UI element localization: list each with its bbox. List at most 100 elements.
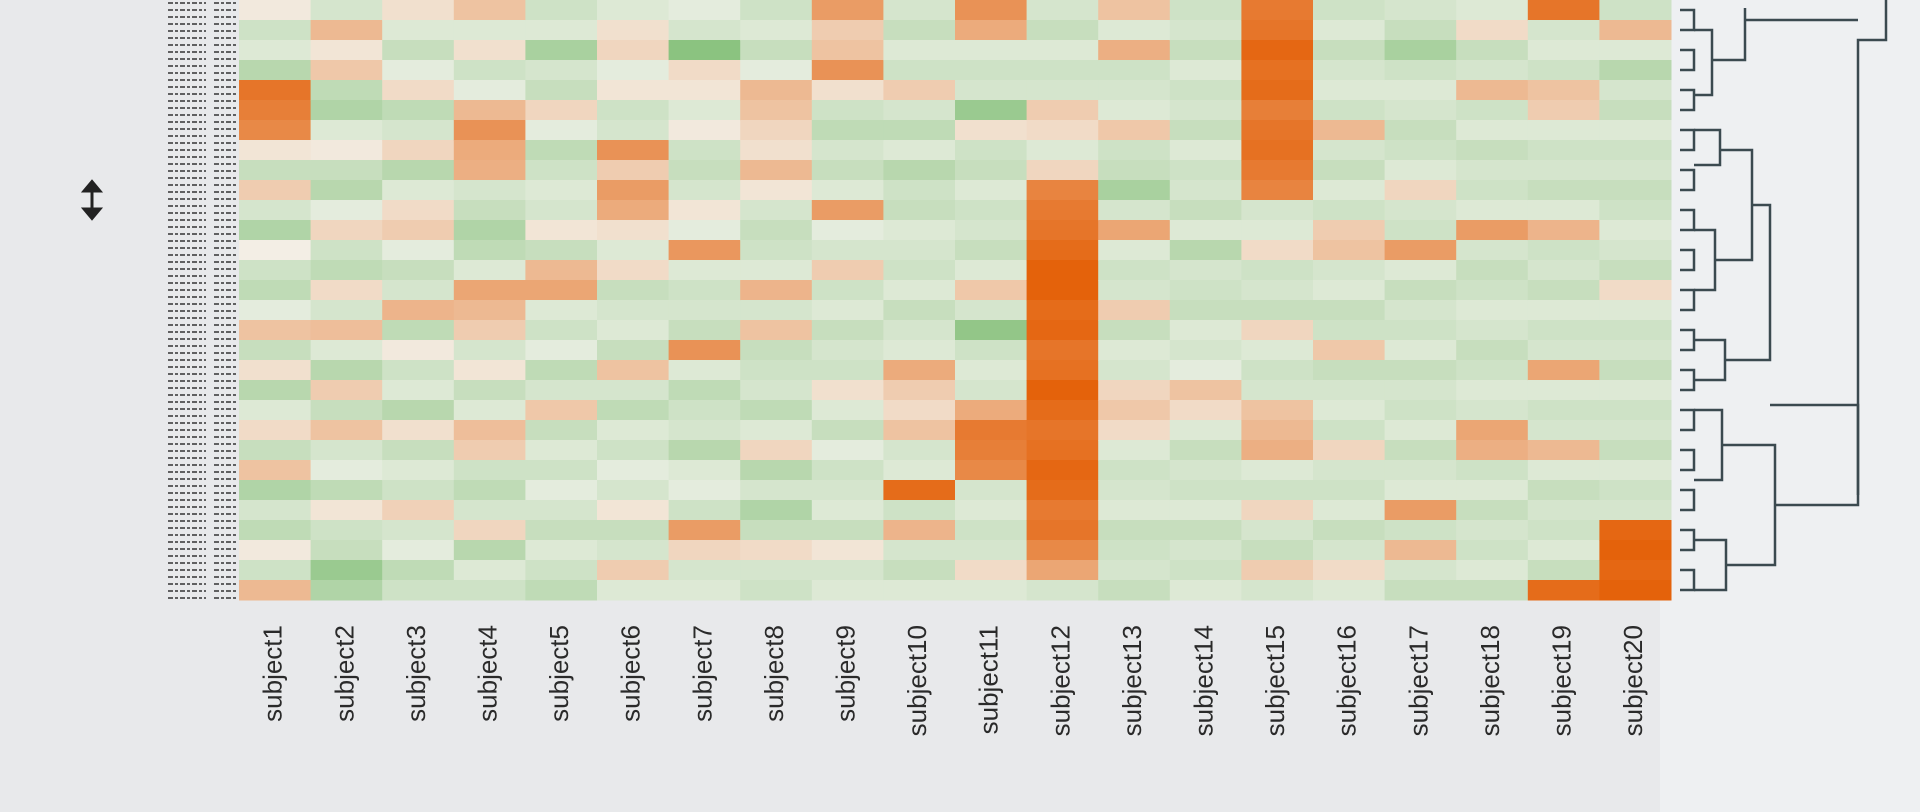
heatmap-cell	[239, 240, 312, 261]
heatmap-cell	[1313, 40, 1386, 61]
heatmap-cell	[740, 200, 813, 221]
heatmap-cell	[1456, 80, 1529, 101]
heatmap-cell	[1313, 100, 1386, 121]
heatmap-cell	[597, 20, 670, 41]
heatmap-cell	[1098, 0, 1171, 21]
heatmap-cell	[811, 60, 884, 81]
heatmap-cell	[811, 40, 884, 61]
heatmap-cell	[1241, 320, 1314, 341]
heatmap-cell	[883, 260, 956, 281]
heatmap-cell	[955, 40, 1028, 61]
dendrogram-branch	[1680, 288, 1696, 312]
heatmap-cell	[811, 560, 884, 581]
heatmap-cell	[1169, 60, 1242, 81]
heatmap-cell	[1169, 100, 1242, 121]
x-tick-label: subject7	[687, 625, 717, 722]
heatmap-cell	[1169, 240, 1242, 261]
heatmap-cell	[1241, 280, 1314, 301]
heatmap-cell	[883, 360, 956, 381]
heatmap-cell	[955, 160, 1028, 181]
dendrogram-branch	[1680, 248, 1696, 272]
heatmap-cell	[525, 0, 598, 21]
heatmap-cell	[597, 0, 670, 21]
heatmap-cell	[382, 480, 455, 501]
heatmap-cell	[525, 340, 598, 361]
heatmap-cell	[1313, 520, 1386, 541]
heatmap-cell	[740, 120, 813, 141]
heatmap-cell	[1098, 320, 1171, 341]
heatmap-cell	[740, 280, 813, 301]
heatmap-cell	[525, 460, 598, 481]
heatmap-cell	[1599, 520, 1672, 541]
heatmap-cell	[1026, 400, 1099, 421]
heatmap-cell	[1599, 140, 1672, 161]
heatmap-cell	[1599, 20, 1672, 41]
heatmap-cell	[955, 280, 1028, 301]
heatmap-cell	[1599, 480, 1672, 501]
heatmap-cell	[525, 260, 598, 281]
heatmap-cell	[811, 380, 884, 401]
heatmap-cell	[453, 80, 526, 101]
x-tick-label: subject9	[830, 625, 860, 722]
heatmap-cell	[740, 400, 813, 421]
heatmap-cell	[1527, 60, 1600, 81]
heatmap-cell	[525, 220, 598, 241]
heatmap-cell	[239, 400, 312, 421]
heatmap-cell	[1527, 540, 1600, 561]
heatmap-cell	[1241, 340, 1314, 361]
heatmap-cell	[1456, 380, 1529, 401]
heatmap-cell	[310, 580, 383, 601]
heatmap-cell	[955, 460, 1028, 481]
heatmap-cell	[1098, 100, 1171, 121]
heatmap-cell	[883, 80, 956, 101]
heatmap-cell	[1313, 240, 1386, 261]
heatmap-cell	[811, 520, 884, 541]
heatmap-cell	[382, 460, 455, 481]
heatmap-cell	[239, 380, 312, 401]
heatmap-cell	[1599, 220, 1672, 241]
heatmap-cell	[525, 240, 598, 261]
heatmap-cell	[740, 360, 813, 381]
heatmap-cell	[883, 340, 956, 361]
heatmap-cell	[811, 400, 884, 421]
heatmap-cell	[453, 400, 526, 421]
heatmap-cell	[382, 80, 455, 101]
heatmap-cell	[955, 140, 1028, 161]
heatmap-cell	[310, 420, 383, 441]
heatmap-cell	[239, 140, 312, 161]
heatmap-cell	[1026, 580, 1099, 601]
heatmap-cell	[1169, 80, 1242, 101]
heatmap-cell	[883, 20, 956, 41]
heatmap-cell	[1241, 0, 1314, 21]
heatmap-cell	[1241, 480, 1314, 501]
heatmap-cell	[955, 400, 1028, 421]
heatmap-cell	[1098, 540, 1171, 561]
heatmap-cell	[1313, 200, 1386, 221]
heatmap-cell	[310, 340, 383, 361]
heatmap-cell	[668, 60, 741, 81]
heatmap-cell	[1599, 500, 1672, 521]
heatmap-cell	[1026, 40, 1099, 61]
heatmap-cell	[1169, 200, 1242, 221]
heatmap-cell	[310, 160, 383, 181]
heatmap-cell	[1456, 200, 1529, 221]
heatmap-cell	[453, 520, 526, 541]
heatmap-cell	[1599, 0, 1672, 21]
heatmap-cell	[1241, 440, 1314, 461]
heatmap-cell	[525, 120, 598, 141]
heatmap-cell	[382, 120, 455, 141]
heatmap-cell	[1098, 180, 1171, 201]
heatmap-cell	[525, 440, 598, 461]
heatmap-cell	[668, 540, 741, 561]
heatmap-cell	[668, 80, 741, 101]
heatmap-cell	[1169, 360, 1242, 381]
heatmap-cell	[310, 120, 383, 141]
heatmap-cell	[1169, 340, 1242, 361]
heatmap-cell	[239, 520, 312, 541]
heatmap-cell	[1169, 280, 1242, 301]
heatmap-cell	[811, 320, 884, 341]
heatmap-cell	[1026, 20, 1099, 41]
heatmap-cell	[1384, 460, 1457, 481]
heatmap-cell	[1098, 120, 1171, 141]
heatmap-cell	[811, 480, 884, 501]
